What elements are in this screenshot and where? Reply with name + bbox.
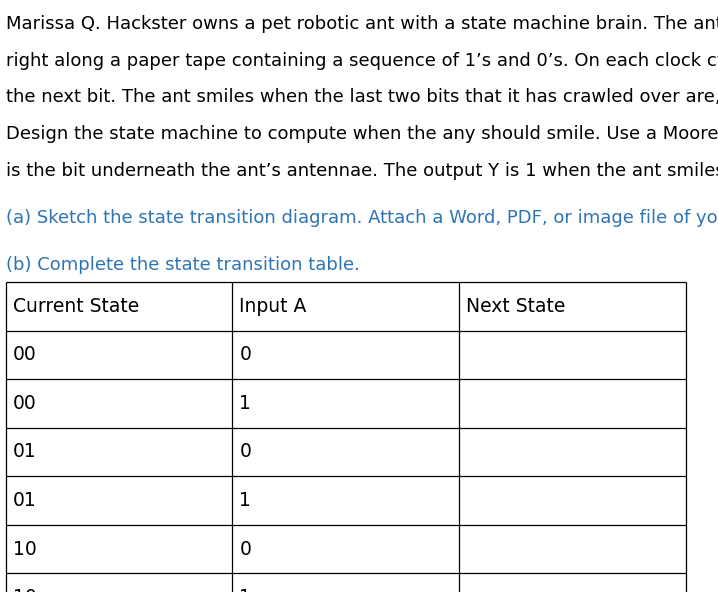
Text: 0: 0 — [239, 345, 251, 364]
Text: 10: 10 — [13, 539, 37, 558]
Text: Design the state machine to compute when the any should smile. Use a Moore machi: Design the state machine to compute when… — [6, 125, 718, 143]
Text: 01: 01 — [13, 491, 37, 510]
Text: 01: 01 — [13, 442, 37, 461]
Text: Input A: Input A — [239, 297, 307, 316]
Text: is the bit underneath the ant’s antennae. The output Y is 1 when the ant smiles.: is the bit underneath the ant’s antennae… — [6, 162, 718, 179]
Text: Marissa Q. Hackster owns a pet robotic ant with a state machine brain. The ant c: Marissa Q. Hackster owns a pet robotic a… — [6, 15, 718, 33]
Text: 1: 1 — [239, 588, 251, 592]
Text: right along a paper tape containing a sequence of 1’s and 0’s. On each clock cyc: right along a paper tape containing a se… — [6, 52, 718, 69]
Text: 0: 0 — [239, 442, 251, 461]
Text: (b) Complete the state transition table.: (b) Complete the state transition table. — [6, 256, 360, 274]
Text: Current State: Current State — [13, 297, 139, 316]
Text: 10: 10 — [13, 588, 37, 592]
Text: 00: 00 — [13, 394, 37, 413]
Text: 00: 00 — [13, 345, 37, 364]
Text: 1: 1 — [239, 491, 251, 510]
Text: the next bit. The ant smiles when the last two bits that it has crawled over are: the next bit. The ant smiles when the la… — [6, 88, 718, 106]
Text: (a) Sketch the state transition diagram. Attach a Word, PDF, or image file of yo: (a) Sketch the state transition diagram.… — [6, 209, 718, 227]
Text: 0: 0 — [239, 539, 251, 558]
Text: Next State: Next State — [466, 297, 565, 316]
Text: 1: 1 — [239, 394, 251, 413]
